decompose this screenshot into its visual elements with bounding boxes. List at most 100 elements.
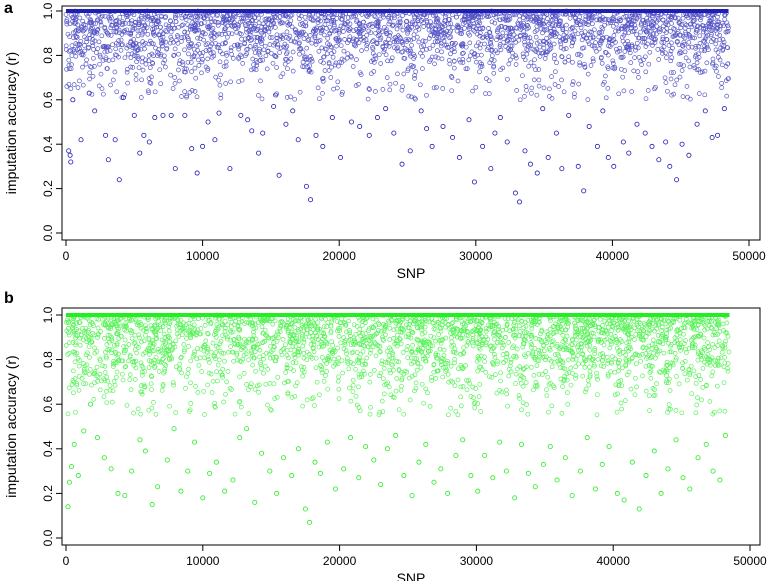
data-point [70, 97, 76, 103]
data-point [256, 150, 262, 156]
data-point [164, 457, 170, 463]
data-point [656, 157, 662, 163]
x-tick-label: 30000 [459, 249, 493, 263]
data-point [75, 473, 81, 479]
x-tick-label: 0 [63, 554, 70, 568]
data-point [245, 117, 251, 123]
data-point [182, 112, 188, 118]
data-point [137, 150, 143, 156]
data-point [120, 95, 126, 101]
data-point [438, 466, 444, 472]
x-tick-label: 40000 [597, 554, 631, 568]
data-point [626, 150, 632, 156]
data-point [492, 130, 498, 136]
y-axis: 0.0 0.2 0.4 0.6 0.8 1.0 [41, 306, 62, 546]
data-point [614, 490, 620, 496]
x-axis-label: SNP [397, 570, 426, 581]
x-axis: 0 10000 20000 30000 40000 50000 [63, 240, 766, 263]
data-point [238, 112, 244, 118]
data-point [307, 519, 313, 525]
data-point [490, 475, 496, 481]
data-point [594, 143, 600, 149]
data-point [66, 479, 72, 485]
y-tick-label: 0.8 [41, 47, 55, 64]
data-point [313, 132, 319, 138]
panel-label-b: b [4, 290, 14, 307]
data-point [575, 163, 581, 169]
data-point [152, 115, 158, 121]
data-point [67, 152, 73, 158]
data-point [348, 435, 354, 441]
data-point [636, 506, 642, 512]
data-point [172, 166, 178, 172]
plot-frame [61, 5, 761, 241]
data-point [383, 106, 389, 112]
data-point [303, 183, 309, 189]
data-point [416, 459, 422, 465]
y-tick-label: 0.2 [41, 180, 55, 197]
data-point [409, 493, 415, 499]
x-axis: 0 10000 20000 30000 40000 50000 [63, 545, 767, 568]
data-point [378, 481, 384, 487]
data-point [569, 493, 575, 499]
data-point [356, 475, 362, 481]
data-point [290, 108, 296, 114]
data-point [86, 90, 92, 96]
y-tick-label: 0.0 [41, 529, 55, 546]
data-point [366, 132, 372, 138]
data-point [679, 141, 685, 147]
data-point [363, 444, 369, 450]
data-point [721, 106, 727, 112]
data-point [445, 490, 451, 496]
data-point [599, 461, 605, 467]
data-point [399, 161, 405, 167]
data-point [338, 155, 344, 161]
data-point [703, 441, 709, 447]
data-point [131, 112, 137, 118]
y-tick-label: 0.0 [41, 224, 55, 241]
data-point [482, 452, 488, 458]
data-point [68, 159, 74, 165]
dense-point-cloud [63, 312, 732, 418]
data-point [450, 135, 456, 141]
data-point [237, 435, 243, 441]
data-point [658, 490, 664, 496]
data-point [276, 172, 282, 178]
data-point [586, 123, 592, 129]
data-point [141, 132, 147, 138]
data-point [642, 130, 648, 136]
data-point [252, 499, 258, 505]
data-point [663, 139, 669, 145]
data-point [429, 143, 435, 149]
data-point [649, 143, 655, 149]
data-point [534, 170, 540, 176]
data-point [194, 170, 200, 176]
data-point [267, 468, 273, 474]
data-point [722, 432, 728, 438]
data-point [686, 152, 692, 158]
data-point [94, 435, 100, 441]
data-point [88, 401, 94, 407]
data-point [200, 143, 206, 149]
data-point [512, 190, 518, 196]
data-point [525, 470, 531, 476]
panel-label-a: a [4, 0, 13, 17]
data-point [168, 112, 174, 118]
data-point [329, 115, 335, 121]
data-point [142, 448, 148, 454]
data-point [384, 446, 390, 452]
data-point [249, 128, 255, 134]
data-point [185, 468, 191, 474]
data-point [296, 446, 302, 452]
data-point [667, 163, 673, 169]
data-point [687, 486, 693, 492]
data-point [540, 461, 546, 467]
data-point [216, 110, 222, 116]
x-tick-label: 40000 [596, 249, 630, 263]
data-point [694, 121, 700, 127]
data-point [553, 130, 559, 136]
data-point [540, 106, 546, 112]
data-point [674, 177, 680, 183]
x-axis-label: SNP [397, 265, 426, 281]
data-point [281, 455, 287, 461]
